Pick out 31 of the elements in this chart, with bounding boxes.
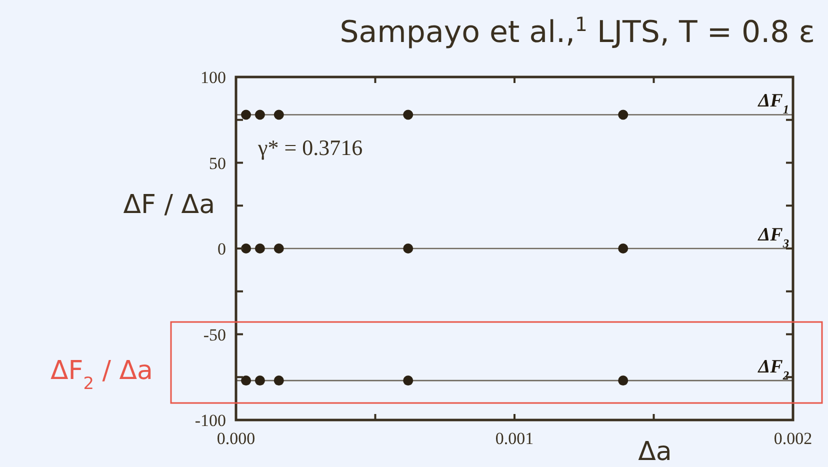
point — [241, 110, 252, 120]
y-tick-label: 50 — [209, 154, 226, 173]
point — [254, 244, 265, 254]
x-tick-label: 0.001 — [495, 429, 534, 448]
point — [274, 376, 284, 386]
y-tick-label: -50 — [203, 325, 226, 344]
ref-line-label: ΔF$_{3}$ — [757, 224, 789, 250]
ref-line-label: ΔF$_{1}$ — [757, 90, 789, 117]
point — [254, 110, 265, 120]
ref-line-label: ΔF$_{2}$ — [757, 356, 789, 383]
point — [254, 376, 265, 386]
annotation: γ* = 0.3716 — [257, 135, 363, 160]
x-tick-label: 0.002 — [774, 429, 812, 448]
point — [618, 110, 628, 120]
point — [618, 244, 628, 254]
y-tick-label: 0 — [218, 240, 226, 258]
x-tick-label: 0.000 — [216, 429, 256, 448]
chart-title: Sampayo et al.,$^{1}$ LJTS, T = 0.8 ε — [340, 12, 815, 50]
text: ΔF$_{2}$ / Δa — [50, 356, 153, 393]
x-axis-title: Δa — [638, 437, 672, 467]
point — [618, 376, 628, 386]
point — [403, 376, 414, 386]
point — [241, 244, 252, 254]
point — [403, 244, 414, 254]
point — [403, 110, 414, 120]
y-tick-label: 100 — [200, 68, 226, 87]
point — [274, 110, 284, 120]
y-axis-title: ΔF / Δa — [123, 190, 215, 220]
y-tick-label: -100 — [194, 411, 226, 430]
point — [274, 244, 284, 254]
point — [241, 376, 252, 386]
